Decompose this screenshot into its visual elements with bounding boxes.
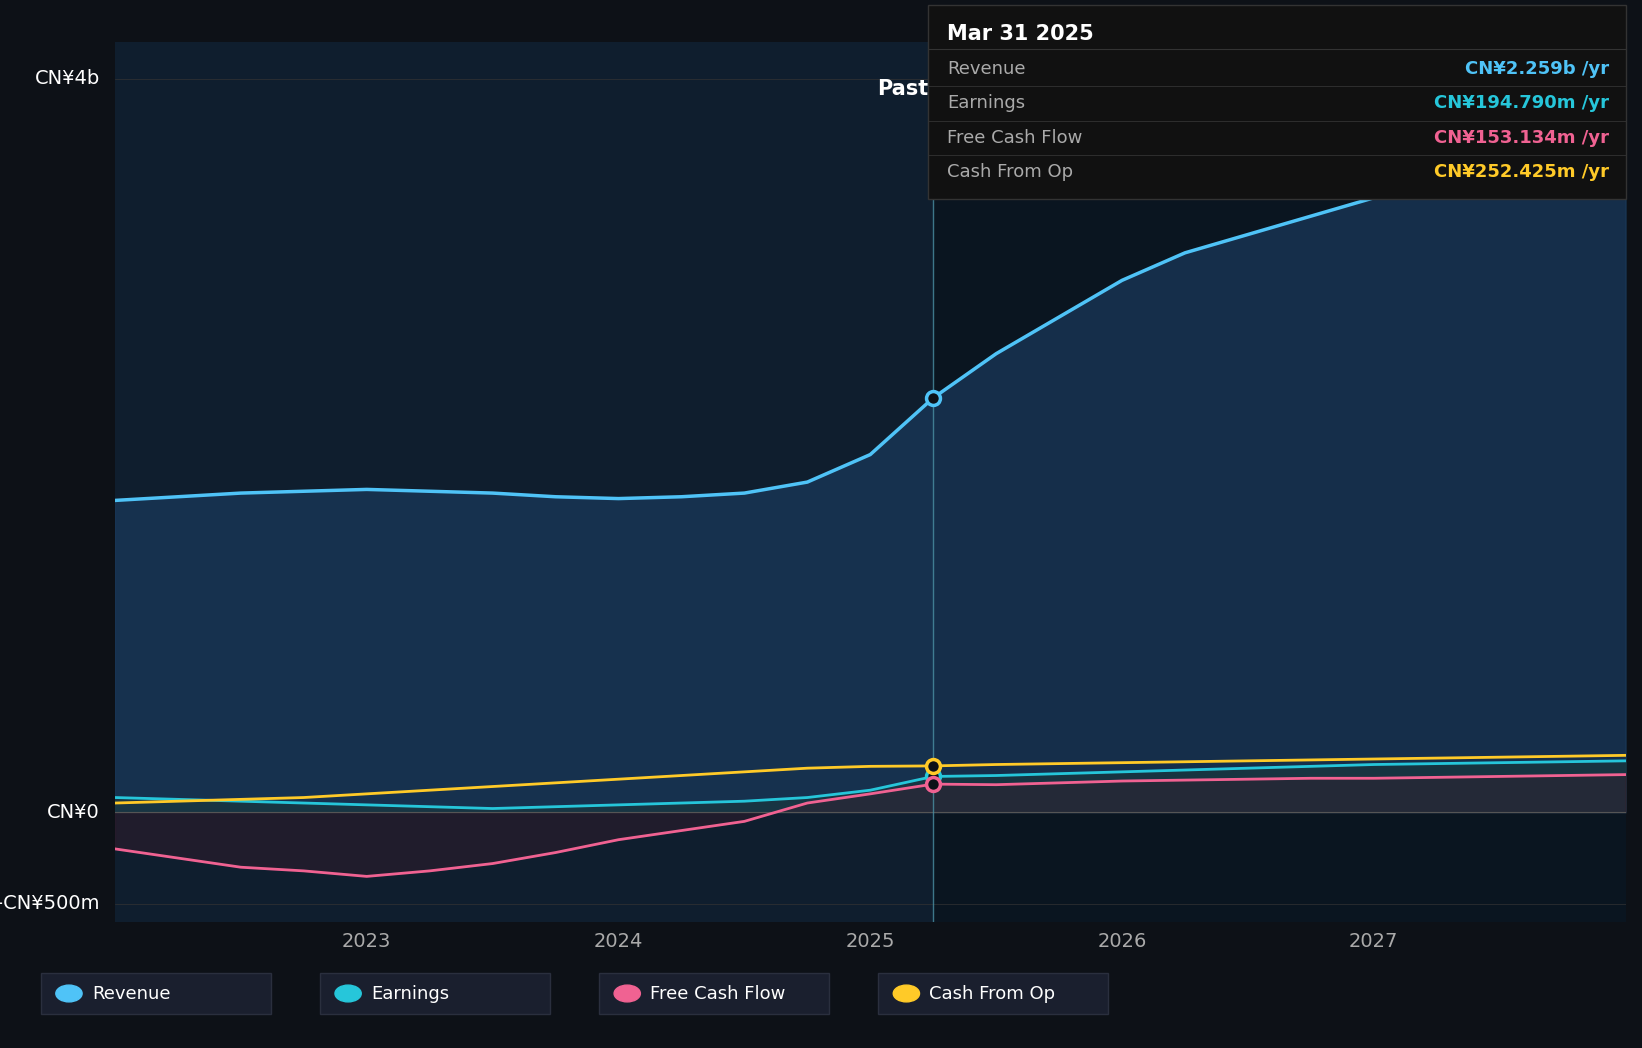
Text: Cash From Op: Cash From Op	[947, 163, 1074, 181]
Text: CN¥252.425m /yr: CN¥252.425m /yr	[1433, 163, 1609, 181]
Text: Free Cash Flow: Free Cash Flow	[947, 129, 1082, 147]
Text: CN¥0: CN¥0	[48, 803, 100, 822]
Bar	[933, 42, 1626, 922]
Text: Free Cash Flow: Free Cash Flow	[650, 984, 785, 1003]
Text: Cash From Op: Cash From Op	[929, 984, 1056, 1003]
Text: CN¥153.134m /yr: CN¥153.134m /yr	[1433, 129, 1609, 147]
Text: Mar 31 2025: Mar 31 2025	[947, 24, 1094, 44]
Text: Revenue: Revenue	[947, 60, 1026, 78]
Text: Past: Past	[877, 79, 928, 99]
Text: CN¥194.790m /yr: CN¥194.790m /yr	[1433, 94, 1609, 112]
Text: Earnings: Earnings	[371, 984, 450, 1003]
Bar	[115, 42, 933, 922]
Text: Analysts Forecasts: Analysts Forecasts	[959, 79, 1153, 99]
Text: -CN¥500m: -CN¥500m	[0, 894, 100, 914]
Text: Earnings: Earnings	[947, 94, 1026, 112]
Text: CN¥4b: CN¥4b	[34, 69, 100, 88]
Text: Revenue: Revenue	[92, 984, 171, 1003]
Text: CN¥2.259b /yr: CN¥2.259b /yr	[1465, 60, 1609, 78]
